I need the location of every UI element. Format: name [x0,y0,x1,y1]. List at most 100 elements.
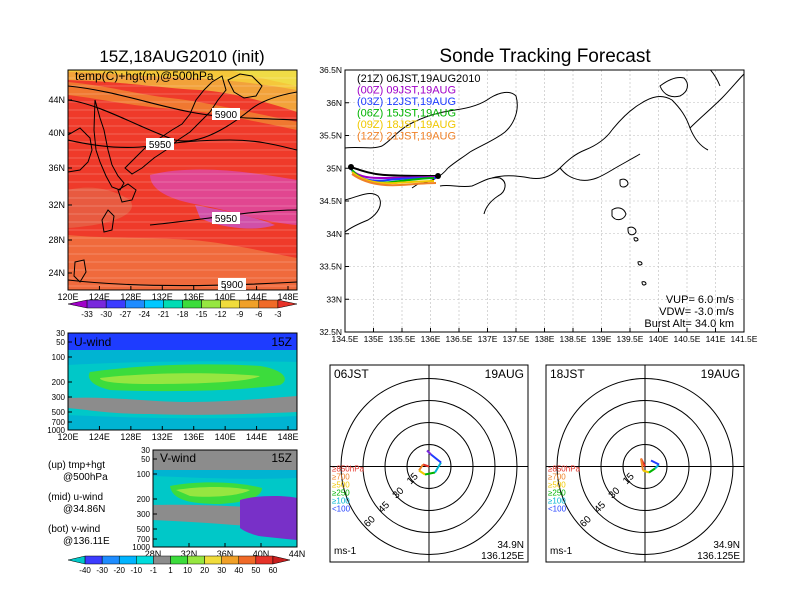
x-tick-label: 148E [277,432,298,442]
hodograph-trace-segment [424,471,436,476]
hodograph-legend-entry: <100 [548,505,567,514]
track-legend-entry: (21Z) 06JST,19AUG2010 [357,73,481,85]
colorbar-label: -6 [255,310,263,319]
colorbar-swatch [255,555,274,565]
y-tick-label: 30 [141,446,150,455]
colorbar-swatch [258,299,279,309]
y-tick-label: 24N [48,268,65,278]
colorbar-swatch [182,299,202,309]
x-tick-label: 36N [217,549,234,559]
vwind-title: V-wind [160,451,196,465]
y-tick-label: 100 [137,470,151,479]
x-tick-label: 128E [120,432,141,442]
colorbar-label: 50 [251,566,260,575]
y-tick-label: 50 [141,455,150,464]
track-21jst [351,173,437,187]
colorbar-label: 60 [268,566,277,575]
uwind-x-ticks: 120E 124E 128E 132E 136E 140E 144E 148E [57,426,299,442]
y-tick-label: 35.5N [319,131,342,141]
colorbar-label: 1 [168,566,173,575]
y-tick-label: 500 [137,525,151,534]
param-vup: VUP= 6.0 m/s [666,294,735,306]
note-title: (up) tmp+hgt [48,460,105,471]
colorbar-label: -3 [274,310,282,319]
contour-label: 5950 [149,140,172,151]
hodograph-time: 18JST [550,367,585,381]
track-legend-entry: (06Z) 15JST,19AUG [357,108,456,120]
note-title: (mid) u-wind [48,492,103,503]
y-tick-label: 32N [48,200,65,210]
colorbar-label: -40 [79,566,91,575]
hodograph-trace-segment [642,469,650,474]
y-tick-label: 1000 [132,543,150,552]
x-tick-label: 140.5E [674,334,701,344]
param-vdw: VDW= -3.0 m/s [659,306,734,318]
colorbar-label: -21 [158,310,170,319]
y-tick-label: 36.5N [319,65,342,75]
x-tick-label: 128E [120,292,141,302]
left-title: 15Z,18AUG2010 (init) [99,47,264,66]
track-legend-entry: (03Z) 12JST,19AUG [357,96,456,108]
colorbar-swatch [238,555,257,565]
uwind-time: 15Z [271,335,292,349]
x-tick-label: 32N [181,549,198,559]
temp-map-y-ticks: 44N 40N 36N 32N 28N 24N [48,95,72,278]
note-sub: @136.11E [63,536,110,547]
hodograph-trace-segment [418,463,424,472]
hodograph-lat: 34.9N [497,540,524,551]
x-tick-label: 137.5E [503,334,530,344]
hodograph-trace-segment [650,459,660,466]
colorbar-swatch [67,555,86,565]
time-label-bg [332,367,372,381]
hodograph-lon: 136.125E [697,551,740,562]
hodograph-lon: 136.125E [481,551,524,562]
track-09jst [349,167,439,180]
temperature-colorbar: -33 -30 -27 -24 -21 -18 -15 -12 -9 -6 -3 [67,299,298,319]
x-tick-label: 28N [145,549,162,559]
y-tick-label: 36N [326,98,342,108]
colorbar-label: -20 [113,566,125,575]
track-end-marker [435,173,441,179]
x-tick-label: 144E [246,432,267,442]
hodograph-legend-entry: ≥500 [548,481,566,490]
colorbar-swatch [101,555,120,565]
x-tick-label: 136E [183,432,204,442]
temp-map-label: temp(C)+hgt(m)@500hPa [75,69,214,83]
x-tick-label: 135E [364,334,384,344]
y-tick-label: 50 [56,338,65,347]
colorbar-label: -9 [236,310,244,319]
hodograph-trace-segment [434,461,442,474]
y-tick-label: 36N [48,163,65,173]
colorbar-swatch [86,299,107,309]
hodograph-legend-entry: ≥100 [548,497,566,506]
y-tick-label: 700 [137,535,151,544]
contour-label: 5900 [215,110,238,121]
colorbar-label: -27 [119,310,131,319]
colorbar-swatch [105,299,126,309]
x-tick-label: 140E [215,292,236,302]
temp-contour-labels: 5900 5950 5950 5900 [146,108,246,291]
hodograph-legend-entry: ≥850hPa [548,465,581,474]
x-tick-label: 40N [253,549,270,559]
y-tick-label: 1000 [47,426,65,435]
panel-notes: (up) tmp+hgt @500hPa (mid) u-wind @34.86… [48,460,110,547]
vwind-x-ticks: 28N 32N 36N 40N 44N [145,543,305,559]
y-tick-label: 300 [137,510,151,519]
hodograph-trace-segment [422,463,430,468]
y-tick-label: 33N [326,294,342,304]
colorbar-label: -30 [96,566,108,575]
x-tick-label: 138.5E [560,334,587,344]
date-label-bg [696,367,742,381]
colorbar-swatch [163,299,183,309]
note-sub: @34.86N [63,504,105,515]
x-tick-label: 120E [57,432,78,442]
colorbar-label: 40 [234,566,243,575]
colorbar-label: 20 [200,566,209,575]
x-tick-label: 144E [246,292,267,302]
track-legend: (21Z) 06JST,19AUG2010(00Z) 09JST,19AUG(0… [357,73,481,143]
note-title: (bot) v-wind [48,524,100,535]
x-tick-label: 141.5E [731,334,758,344]
